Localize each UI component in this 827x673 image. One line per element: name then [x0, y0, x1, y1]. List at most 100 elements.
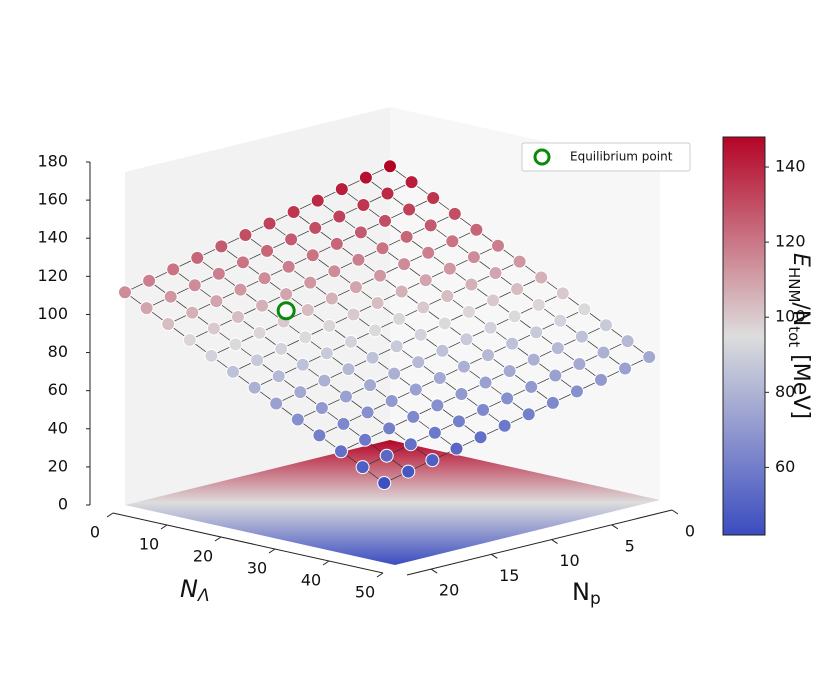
data-point [406, 409, 421, 424]
data-point [456, 359, 471, 374]
axis-title-sub: Λ [196, 586, 210, 606]
data-point [214, 239, 229, 254]
data-point [118, 285, 132, 300]
data-point [411, 355, 426, 370]
x-axis [112, 512, 384, 574]
data-point [310, 193, 325, 208]
z-tick-label: 140 [37, 228, 68, 247]
data-point [426, 191, 441, 205]
data-point [620, 334, 635, 349]
data-point [370, 295, 385, 310]
legend-label: Equilibrium point [570, 150, 673, 164]
data-point [327, 264, 342, 279]
data-point [442, 261, 457, 276]
data-point [377, 476, 392, 491]
data-point [642, 350, 657, 364]
colorbar-tick-label: 60 [775, 457, 795, 476]
data-point [257, 271, 272, 286]
data-point [182, 332, 197, 347]
x-tick [322, 560, 330, 566]
data-point [445, 234, 460, 249]
data-point [545, 395, 560, 410]
data-point [187, 278, 202, 293]
data-point [329, 236, 344, 251]
data-point [425, 453, 440, 468]
data-point [502, 364, 517, 379]
z-tick-label: 0 [58, 495, 68, 514]
x-tick [214, 536, 222, 542]
y-tick [491, 553, 498, 559]
data-point [346, 307, 361, 322]
x-tick-label: 0 [90, 523, 100, 542]
colorbar-tick-label: 100 [775, 307, 806, 326]
data-point [365, 350, 380, 365]
z-tick-label: 160 [37, 190, 68, 209]
data-point [401, 464, 416, 479]
colorbar-tick-label: 120 [775, 232, 806, 251]
data-point [423, 218, 438, 233]
y-tick-label: 5 [625, 536, 635, 555]
data-point [418, 273, 433, 288]
colorbar-tick-label: 140 [775, 157, 806, 176]
data-point [142, 273, 157, 288]
equilibrium-point [276, 301, 296, 321]
back-pane-right [390, 107, 660, 500]
data-point [421, 245, 436, 260]
y-tick-label: 0 [685, 522, 695, 541]
data-point [478, 375, 493, 390]
data-point [476, 402, 491, 417]
data-point [594, 372, 609, 387]
data-point [402, 202, 417, 217]
data-point [230, 310, 245, 325]
cb-unit: [MeV] [788, 347, 813, 419]
data-point [550, 341, 565, 356]
data-point [382, 421, 397, 436]
z-tick-label: 40 [48, 418, 68, 437]
data-point [351, 252, 366, 267]
data-point [413, 327, 428, 342]
data-point [332, 209, 347, 224]
axis-title-sub: p [590, 589, 601, 609]
data-point [488, 266, 503, 281]
data-point [466, 250, 481, 265]
colorbar [722, 136, 766, 536]
data-point [379, 448, 394, 463]
data-point [341, 362, 356, 377]
y-tick [611, 524, 619, 530]
z-tick-label: 60 [48, 380, 68, 399]
data-point [303, 275, 318, 290]
data-point [269, 396, 284, 411]
data-point [334, 182, 349, 197]
data-point [190, 250, 205, 265]
data-point [461, 304, 476, 319]
data-point [459, 332, 474, 347]
data-point [399, 229, 414, 244]
data-point [348, 280, 363, 295]
data-point [599, 318, 613, 333]
data-point [389, 339, 404, 354]
data-point [355, 460, 370, 475]
data-point [368, 323, 383, 338]
cb-sub: HNM [786, 267, 804, 302]
data-point [211, 266, 226, 281]
data-point [334, 444, 348, 459]
y-tick-label: 15 [499, 566, 519, 585]
data-point [486, 293, 501, 308]
data-point [378, 213, 393, 228]
y-tick [430, 568, 438, 574]
data-point [384, 393, 399, 408]
x-tick [160, 524, 168, 530]
data-point [596, 345, 611, 360]
data-point [298, 330, 313, 345]
data-point [319, 346, 334, 361]
data-point [360, 405, 375, 420]
data-point [500, 391, 515, 406]
axis-title: NΛ [180, 575, 210, 606]
data-point [397, 257, 412, 272]
data-point [293, 385, 308, 400]
data-point [427, 425, 442, 440]
data-point [139, 301, 154, 316]
data-point [235, 255, 250, 270]
data-point [373, 268, 388, 283]
